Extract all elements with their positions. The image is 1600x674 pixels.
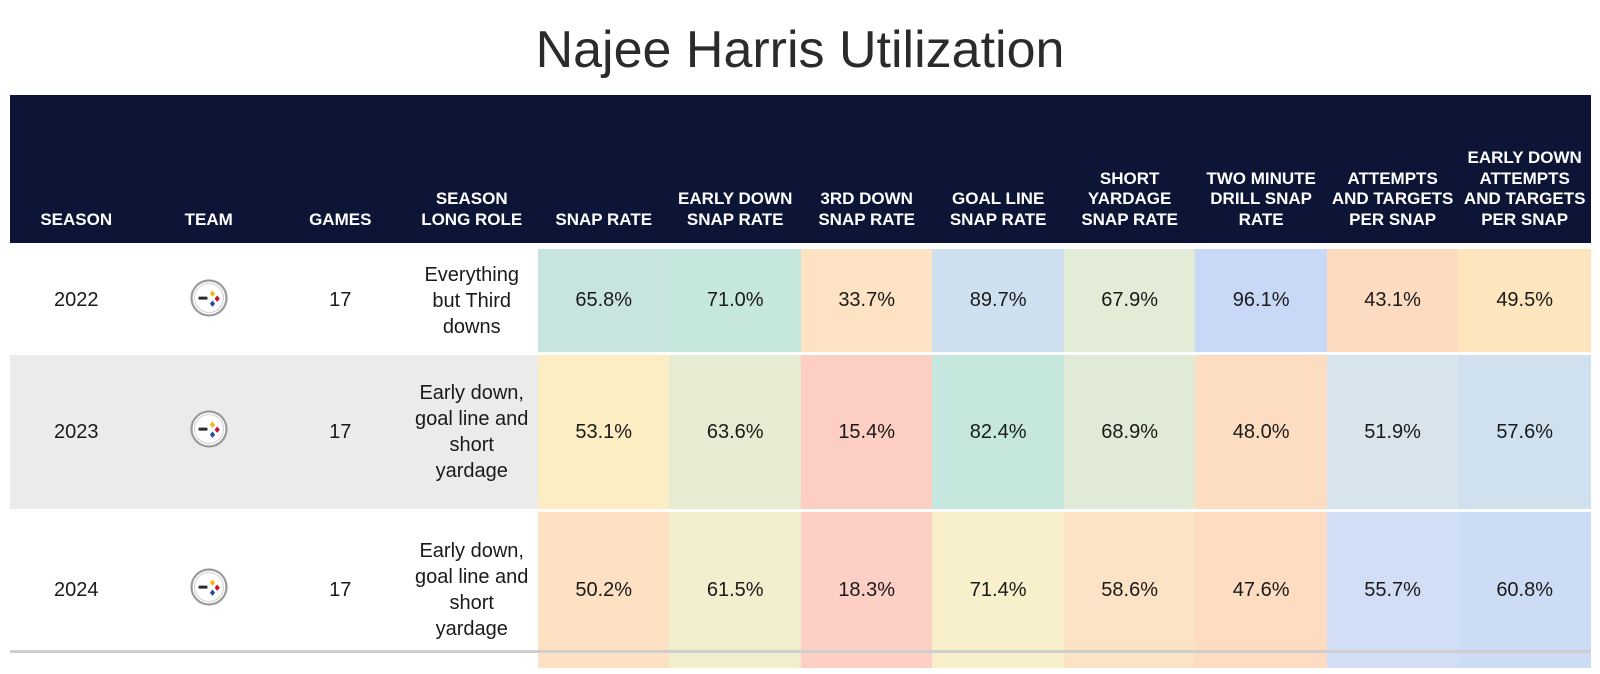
metric-cell: 71.0% (669, 246, 801, 355)
season-cell: 2024 (10, 510, 143, 671)
team-cell (142, 353, 275, 512)
metric-cell: 82.4% (932, 353, 1064, 512)
column-header: 3RD DOWN SNAP RATE (800, 95, 933, 246)
utilization-table: SEASON TEAM GAMES SEASON LONG ROLE SNAP … (10, 95, 1591, 671)
season-cell: 2022 (10, 246, 143, 355)
metric-cell: 55.7% (1326, 510, 1459, 671)
metric-cell: 47.6% (1195, 510, 1327, 671)
metric-cell: 48.0% (1195, 353, 1327, 512)
column-header: SEASON LONG ROLE (405, 95, 538, 246)
metric-cell: 60.8% (1458, 510, 1591, 671)
metric-cell: 63.6% (669, 353, 801, 512)
metric-cell: 49.5% (1458, 246, 1591, 355)
games-cell: 17 (275, 353, 406, 512)
column-header: ATTEMPTS AND TARGETS PER SNAP (1326, 95, 1459, 246)
games-cell: 17 (275, 246, 406, 355)
column-header: TWO MINUTE DRILL SNAP RATE (1195, 95, 1327, 246)
steelers-logo-icon (190, 568, 228, 612)
metric-cell: 71.4% (932, 510, 1064, 671)
role-text: Everything but Third downs (424, 263, 519, 338)
metric-cell: 33.7% (800, 246, 933, 355)
season-cell: 2023 (10, 353, 143, 512)
steelers-logo-icon (190, 278, 228, 323)
column-header: EARLY DOWN ATTEMPTS AND TARGETS PER SNAP (1458, 95, 1591, 246)
column-header: GOAL LINE SNAP RATE (932, 95, 1064, 246)
table-row: 2024 17 Early down, goal line and short y… (10, 510, 1591, 671)
metric-cell: 89.7% (932, 246, 1064, 355)
column-header: SEASON (10, 95, 143, 246)
role-text: Early down, goal line and short yardage (415, 540, 529, 640)
metric-cell: 61.5% (669, 510, 801, 671)
column-header: SNAP RATE (537, 95, 670, 246)
metric-cell: 50.2% (537, 510, 670, 671)
role-cell: Everything but Third downs (405, 246, 538, 355)
header-row: SEASON TEAM GAMES SEASON LONG ROLE SNAP … (10, 95, 1591, 246)
team-cell (142, 510, 275, 671)
table-row: 2022 17 Everything but Third downs 65.8% 71… (10, 246, 1591, 355)
chart-title: Najee Harris Utilization (535, 21, 1065, 79)
metric-cell: 53.1% (537, 353, 670, 512)
role-cell: Early down, goal line and short yardage (405, 353, 538, 512)
column-header: EARLY DOWN SNAP RATE (669, 95, 801, 246)
column-header: TEAM (142, 95, 275, 246)
role-text: Early down, goal line and short yardage (415, 382, 529, 482)
bottom-rule (10, 650, 1591, 653)
role-cell: Early down, goal line and short yardage (405, 510, 538, 671)
column-header: SHORT YARDAGE SNAP RATE (1063, 95, 1196, 246)
metric-cell: 65.8% (537, 246, 670, 355)
metric-cell: 18.3% (800, 510, 933, 671)
metric-cell: 57.6% (1458, 353, 1591, 512)
metric-cell: 68.9% (1063, 353, 1196, 512)
metric-cell: 15.4% (800, 353, 933, 512)
column-header: GAMES (275, 95, 406, 246)
metric-cell: 43.1% (1326, 246, 1459, 355)
metric-cell: 67.9% (1063, 246, 1196, 355)
metric-cell: 51.9% (1326, 353, 1459, 512)
metric-cell: 58.6% (1063, 510, 1196, 671)
metric-cell: 96.1% (1195, 246, 1327, 355)
team-cell (142, 246, 275, 355)
steelers-logo-icon (190, 410, 228, 454)
table-row: 2023 17 Early down, goal line and short y… (10, 353, 1591, 512)
games-cell: 17 (275, 510, 406, 671)
